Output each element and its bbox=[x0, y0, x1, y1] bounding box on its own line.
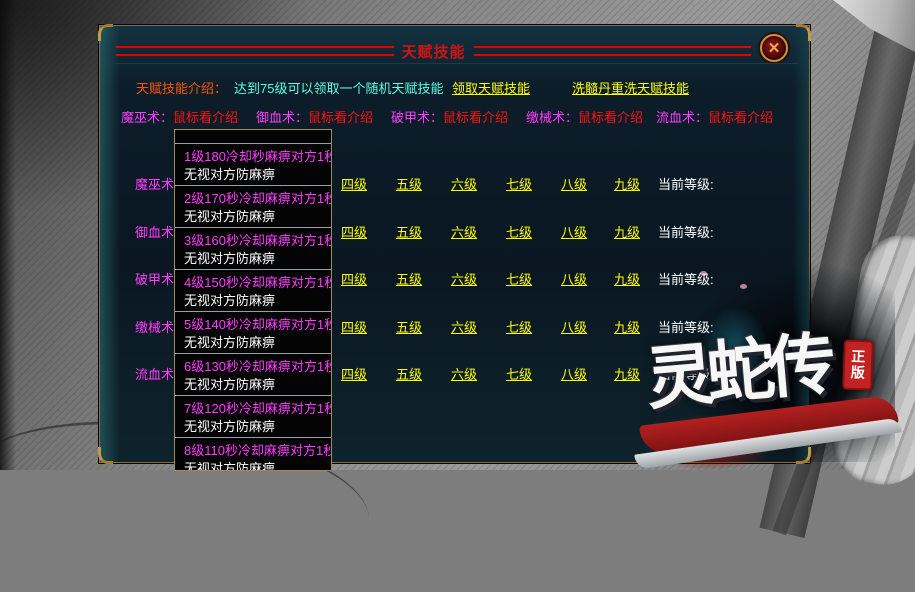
petal-art bbox=[740, 284, 747, 289]
level-link[interactable]: 九级 bbox=[614, 225, 641, 240]
tooltip-entry: 8级110秒冷却麻痹对方1秒 无视对方防麻痹 bbox=[175, 437, 331, 470]
level-link[interactable]: 六级 bbox=[451, 177, 478, 192]
skill-row-label: 流血术 bbox=[134, 367, 174, 382]
skill-hint-jiaoxieshu[interactable]: 缴械术：鼠标看介绍 bbox=[526, 110, 644, 125]
title-divider-line bbox=[473, 46, 752, 56]
level-link[interactable]: 四级 bbox=[341, 320, 368, 335]
skill-row-label: 缴械术 bbox=[134, 320, 174, 335]
intro-description: 达到75级可以领取一个随机天赋技能 bbox=[234, 81, 444, 96]
skill-row-label: 魔巫术 bbox=[134, 177, 174, 192]
current-level-label: 当前等级: bbox=[658, 272, 714, 287]
level-link[interactable]: 九级 bbox=[614, 272, 641, 287]
level-link[interactable]: 四级 bbox=[341, 177, 368, 192]
character-glow bbox=[700, 306, 770, 401]
level-link[interactable]: 八级 bbox=[561, 177, 588, 192]
level-link[interactable]: 六级 bbox=[451, 225, 478, 240]
reset-talent-link[interactable]: 洗髓丹重洗天赋技能 bbox=[572, 81, 690, 96]
petal-art bbox=[700, 271, 707, 276]
tooltip-entry: 3级160秒冷却麻痹对方1秒 无视对方防麻痹 bbox=[175, 227, 331, 269]
skill-hint-pojiashu[interactable]: 破甲术：鼠标看介绍 bbox=[391, 110, 509, 125]
title-bar: 天赋技能 bbox=[116, 40, 752, 62]
level-link[interactable]: 五级 bbox=[396, 177, 423, 192]
current-level-label: 当前等级: bbox=[658, 225, 714, 240]
level-link[interactable]: 四级 bbox=[341, 367, 368, 382]
level-link[interactable]: 七级 bbox=[506, 320, 533, 335]
level-link[interactable]: 五级 bbox=[396, 272, 423, 287]
level-link[interactable]: 五级 bbox=[396, 320, 423, 335]
close-icon: ✕ bbox=[767, 40, 781, 57]
level-link[interactable]: 八级 bbox=[561, 367, 588, 382]
title-separator bbox=[110, 63, 799, 64]
level-link[interactable]: 五级 bbox=[396, 225, 423, 240]
level-link[interactable]: 七级 bbox=[506, 177, 533, 192]
close-button[interactable]: ✕ bbox=[760, 34, 788, 62]
level-link[interactable]: 四级 bbox=[341, 272, 368, 287]
current-level-label: 当前等级: bbox=[658, 320, 714, 335]
level-link[interactable]: 七级 bbox=[506, 367, 533, 382]
background-left-edge bbox=[0, 0, 16, 470]
tooltip-entry: 1级180冷却秒麻痹对方1秒 无视对方防麻痹 bbox=[175, 143, 331, 185]
level-link[interactable]: 六级 bbox=[451, 320, 478, 335]
level-link[interactable]: 八级 bbox=[561, 225, 588, 240]
skill-hint-liuxueshu[interactable]: 流血术：鼠标看介绍 bbox=[656, 110, 774, 125]
tooltip-entry: 7级120秒冷却麻痹对方1秒 无视对方防麻痹 bbox=[175, 395, 331, 437]
dialog-title: 天赋技能 bbox=[401, 43, 466, 61]
tooltip-entry: 2级170秒冷却麻痹对方1秒 无视对方防麻痹 bbox=[175, 185, 331, 227]
gold-corner-ornament bbox=[98, 24, 113, 41]
current-level-label: 当前等级: bbox=[658, 367, 714, 382]
skill-row-label: 破甲术 bbox=[134, 272, 174, 287]
level-link[interactable]: 六级 bbox=[451, 367, 478, 382]
tooltip-entry: 5级140秒冷却麻痹对方1秒 无视对方防麻痹 bbox=[175, 311, 331, 353]
gold-corner-ornament bbox=[98, 447, 113, 464]
level-link[interactable]: 七级 bbox=[506, 272, 533, 287]
level-link[interactable]: 八级 bbox=[561, 272, 588, 287]
skill-hint-yuxueshu[interactable]: 御血术：鼠标看介绍 bbox=[256, 110, 374, 125]
level-link[interactable]: 九级 bbox=[614, 177, 641, 192]
claim-talent-link[interactable]: 领取天赋技能 bbox=[452, 81, 531, 96]
skill-hint-mowushu[interactable]: 魔巫术：鼠标看介绍 bbox=[121, 110, 239, 125]
tooltip-entry: 4级150秒冷却麻痹对方1秒 无视对方防麻痹 bbox=[175, 269, 331, 311]
talent-skill-dialog: 天赋技能 ✕ 天赋技能介绍： 达到75级可以领取一个随机天赋技能 领取天赋技能 … bbox=[98, 24, 895, 471]
gold-corner-ornament bbox=[796, 24, 811, 41]
level-link[interactable]: 四级 bbox=[341, 225, 368, 240]
intro-label: 天赋技能介绍： bbox=[136, 81, 228, 96]
skill-level-tooltip: 1级180冷却秒麻痹对方1秒 无视对方防麻痹 2级170秒冷却麻痹对方1秒 无视对方… bbox=[174, 129, 332, 471]
panel-left-glow bbox=[100, 26, 120, 462]
skill-row-label: 御血术 bbox=[134, 225, 174, 240]
level-link[interactable]: 六级 bbox=[451, 272, 478, 287]
level-link[interactable]: 五级 bbox=[396, 367, 423, 382]
level-link[interactable]: 七级 bbox=[506, 225, 533, 240]
level-link[interactable]: 九级 bbox=[614, 320, 641, 335]
title-divider-line bbox=[116, 46, 394, 56]
level-link[interactable]: 八级 bbox=[561, 320, 588, 335]
tooltip-entry: 6级130秒冷却麻痹对方1秒 无视对方防麻痹 bbox=[175, 353, 331, 395]
level-link[interactable]: 九级 bbox=[614, 367, 641, 382]
current-level-label: 当前等级: bbox=[658, 177, 714, 192]
